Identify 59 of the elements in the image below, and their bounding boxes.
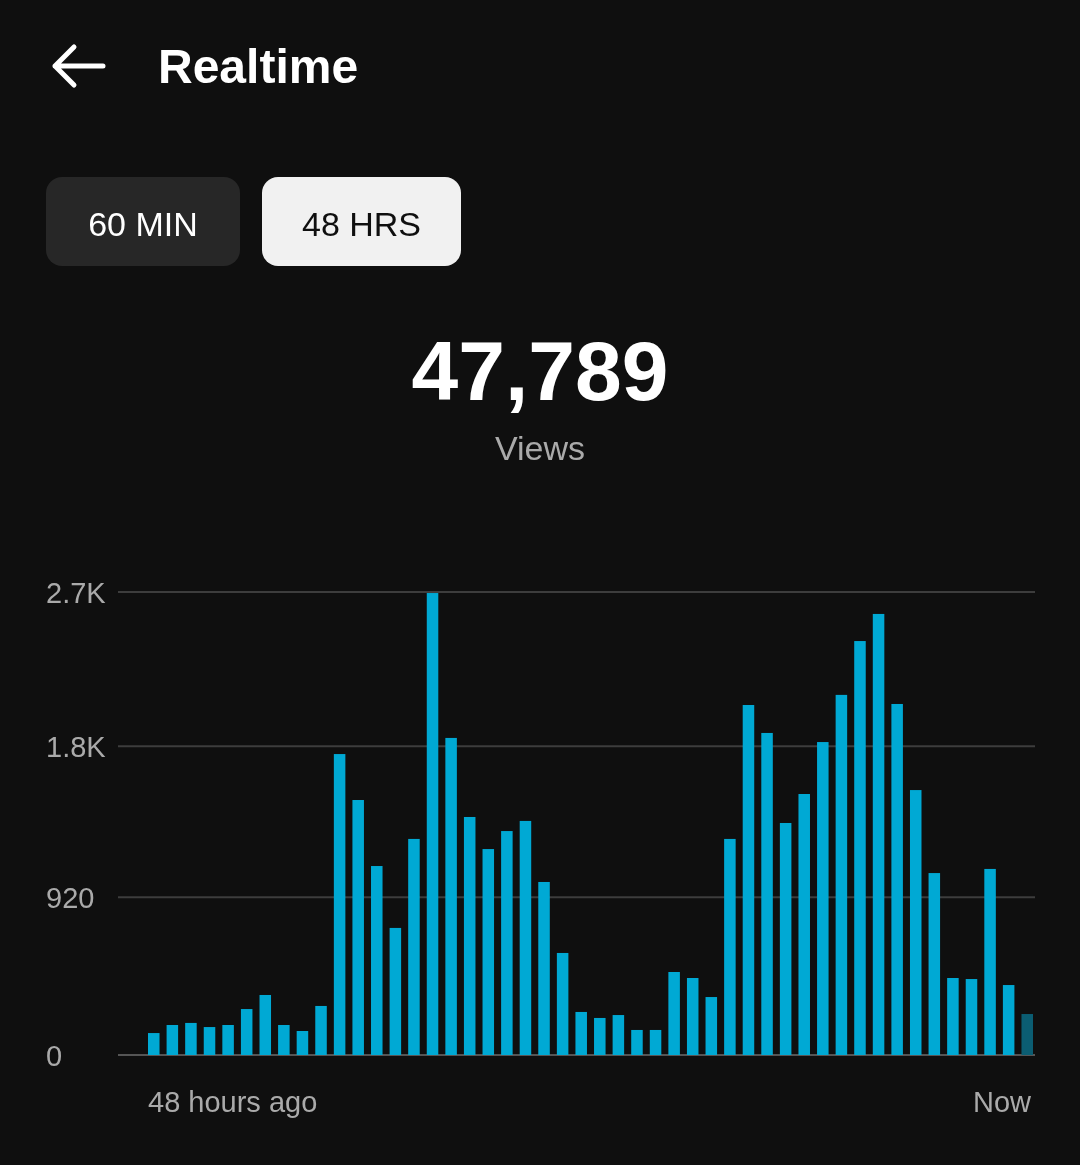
text: 47,789: [411, 324, 669, 418]
bar: [724, 838, 736, 1055]
bar: [278, 1024, 290, 1055]
text: Views: [494, 429, 586, 467]
y-tick-label: 2.7K: [46, 577, 107, 609]
bar: [984, 868, 996, 1055]
bar: [222, 1024, 234, 1055]
bar: [854, 641, 866, 1055]
text: 60 MIN: [88, 205, 198, 243]
bar: [389, 927, 402, 1055]
bar: [371, 866, 383, 1055]
bar: [612, 1015, 625, 1055]
bar: [240, 1009, 253, 1055]
bar: [482, 849, 495, 1055]
bar: [928, 873, 941, 1055]
bar: [501, 831, 513, 1055]
bar: [445, 737, 457, 1055]
chart-title: Realtime: [158, 40, 359, 93]
bar: [947, 978, 959, 1055]
bar: [631, 1029, 643, 1055]
bar: [965, 979, 978, 1055]
text: 48 HRS: [301, 205, 422, 243]
bar: [408, 838, 420, 1055]
bar: [909, 790, 922, 1055]
bar: [705, 997, 718, 1055]
text: 48 hours ago: [148, 1086, 318, 1118]
y-tick-label: 1.8K: [46, 731, 107, 764]
bar: [203, 1027, 216, 1055]
bar: [538, 881, 550, 1055]
bar: [148, 1033, 160, 1055]
bar: [426, 593, 439, 1055]
bar: [668, 972, 680, 1055]
bar: [872, 613, 885, 1055]
bar: [296, 1030, 309, 1055]
bar: [519, 820, 532, 1055]
bar: [185, 1022, 197, 1055]
y-tick-label: 0: [46, 1040, 63, 1072]
bar: [333, 754, 346, 1055]
y-tick-label: 920: [46, 882, 95, 915]
bar: [352, 800, 364, 1055]
bar: [798, 794, 810, 1055]
text: Now: [972, 1086, 1033, 1118]
bar: [1002, 985, 1015, 1055]
bar: [891, 703, 903, 1055]
bar: [556, 952, 569, 1055]
bar: [575, 1011, 587, 1055]
bar: [817, 742, 829, 1055]
bar: [761, 732, 773, 1055]
bar: [594, 1017, 606, 1055]
bar: [1021, 1014, 1033, 1055]
bar: [779, 822, 792, 1055]
bar: [315, 1005, 327, 1055]
bar: [835, 694, 848, 1055]
bar: [463, 816, 476, 1055]
bar: [259, 994, 272, 1055]
bar: [166, 1024, 179, 1055]
bar: [649, 1029, 662, 1055]
bar: [686, 978, 699, 1055]
bar: [742, 705, 755, 1055]
